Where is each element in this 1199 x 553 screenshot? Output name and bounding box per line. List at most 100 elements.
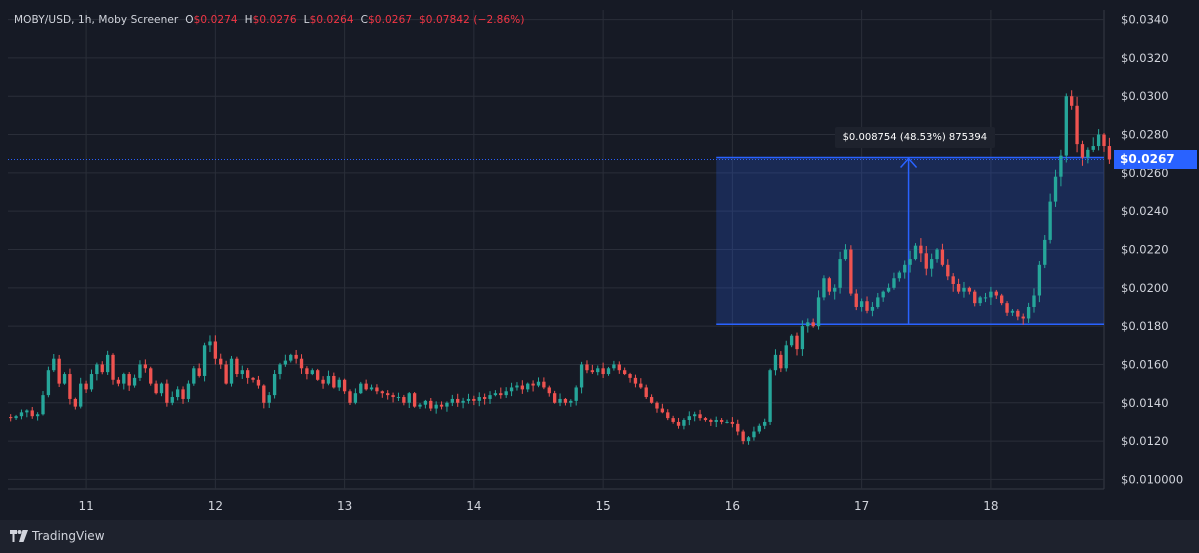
measure-label: $0.008754 (48.53%) 875394 [834,126,996,148]
candle-body [601,368,605,375]
candle-body [143,364,148,369]
candle-body [897,272,902,279]
candle-body [919,245,923,254]
candle-body [418,404,422,407]
candle-body [558,398,562,403]
candle-body [192,368,196,384]
candle-body [111,354,115,380]
candle-body [342,379,347,392]
candle-body [806,322,810,327]
y-tick-label: $0.0220 [1121,243,1169,257]
candle-body [946,264,950,277]
candle-body [369,387,374,390]
candle-body [746,437,751,442]
candle-body [30,410,34,417]
candle-body [693,414,697,417]
candle-body [590,370,595,373]
close-value: $0.0267 [368,14,413,26]
y-tick-label: $0.0200 [1121,281,1169,295]
x-tick-label: 15 [595,499,610,513]
candle-body [628,374,632,378]
candle-body [789,335,794,346]
candle-body [736,423,740,432]
change-value: $0.07842 (−2.86%) [419,14,525,26]
candle-body [666,412,670,419]
candle-body [122,374,126,384]
candle-body [978,297,982,304]
measure-arrow-head [900,157,918,169]
candle-body [962,287,966,292]
candle-body [951,276,955,284]
candle-body [536,381,541,386]
candle-body [660,408,665,413]
candle-body [547,387,551,394]
candle-body [983,297,988,299]
high-value: $0.0276 [252,14,297,26]
candle-body [768,370,772,422]
candle-body [881,291,885,298]
candle-body [423,400,428,405]
candle-body [353,393,358,403]
x-tick-label: 17 [854,499,869,513]
candle-body [676,421,681,426]
tradingview-logo[interactable]: TradingView [10,529,105,543]
candle-body [639,383,643,388]
candle-body [100,364,104,373]
candle-body [68,374,72,399]
candle-body [913,245,918,260]
footer-bar [0,520,1199,553]
candle-body [332,375,336,388]
x-tick-label: 13 [337,499,352,513]
candle-body [170,397,174,403]
candle-body [552,393,557,403]
y-tick-label: $0.0240 [1121,204,1169,218]
candle-body [326,375,331,384]
candle-body [574,387,578,401]
y-tick-label: $0.010000 [1121,472,1183,486]
candle-body [596,368,600,373]
candle-body [1005,303,1009,313]
candle-body [477,397,481,401]
candle-body [1026,306,1031,319]
candle-body [671,418,675,422]
candle-body [849,249,853,294]
candle-body [1096,134,1101,147]
candle-body [526,383,530,390]
candle-body [402,397,406,403]
x-tick-label: 16 [725,499,740,513]
candle-body [299,358,304,369]
candle-body [935,249,939,260]
candle-body [606,368,611,375]
candle-body [827,278,831,292]
candle-body [175,389,180,398]
candle-body [25,410,29,413]
candle-body [800,326,805,350]
candle-body [84,383,88,390]
candle-body [89,374,94,390]
candle-body [283,360,288,365]
candle-body [709,420,713,422]
y-tick-label: $0.0300 [1121,89,1169,103]
candle-body [725,421,729,423]
candle-body [682,420,686,426]
candle-body [229,358,234,384]
candle-body [488,395,492,399]
candle-body [784,345,788,369]
low-value: $0.0264 [309,14,354,26]
candle-body [235,358,239,375]
candle-body [202,345,207,376]
candle-body [461,400,465,403]
candle-body [482,397,487,399]
candle-body [472,398,476,401]
y-tick-label: $0.0280 [1121,128,1169,142]
candle-body [62,374,67,384]
candle-body [741,431,745,442]
candle-body [278,364,282,375]
candle-body [865,301,869,311]
candle-body [186,383,191,399]
candle-body [569,400,573,403]
candle-body [73,398,77,407]
candle-body [41,395,45,415]
